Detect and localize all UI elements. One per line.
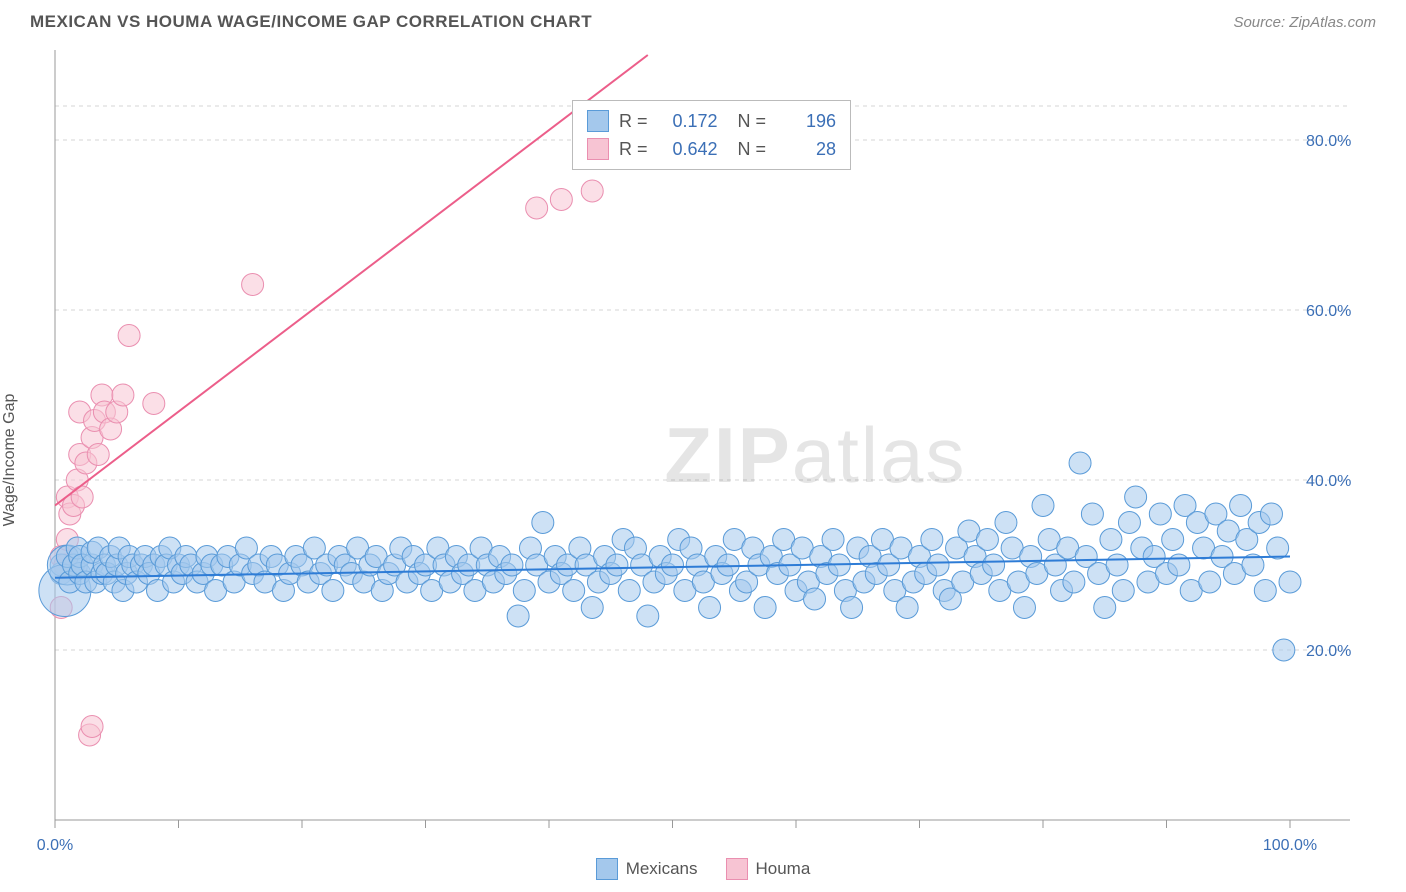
n-value-mexicans: 196 xyxy=(776,107,836,135)
svg-text:80.0%: 80.0% xyxy=(1306,133,1351,150)
correlation-box: R = 0.172 N = 196 R = 0.642 N = 28 xyxy=(572,100,851,170)
legend-swatch-pink-icon xyxy=(726,858,748,880)
legend-label-houma: Houma xyxy=(756,859,811,879)
legend-item-mexicans: Mexicans xyxy=(596,858,698,880)
n-value-houma: 28 xyxy=(776,135,836,163)
r-value-mexicans: 0.172 xyxy=(658,107,718,135)
chart-header: MEXICAN VS HOUMA WAGE/INCOME GAP CORRELA… xyxy=(0,0,1406,40)
y-axis-label: Wage/Income Gap xyxy=(1,394,19,527)
corr-row-mexicans: R = 0.172 N = 196 xyxy=(587,107,836,135)
swatch-blue-icon xyxy=(587,110,609,132)
svg-text:40.0%: 40.0% xyxy=(1306,473,1351,490)
chart-source: Source: ZipAtlas.com xyxy=(1233,14,1376,31)
svg-text:100.0%: 100.0% xyxy=(1263,837,1317,850)
r-value-houma: 0.642 xyxy=(658,135,718,163)
chart-title: MEXICAN VS HOUMA WAGE/INCOME GAP CORRELA… xyxy=(30,12,592,32)
chart-area: Wage/Income Gap 0.0% 100.0% 20.0% 40.0% 60.0… xyxy=(0,40,1406,880)
svg-text:0.0%: 0.0% xyxy=(37,837,73,850)
legend-label-mexicans: Mexicans xyxy=(626,859,698,879)
svg-text:20.0%: 20.0% xyxy=(1306,643,1351,660)
corr-row-houma: R = 0.642 N = 28 xyxy=(587,135,836,163)
chart-legend: Mexicans Houma xyxy=(0,858,1406,880)
legend-item-houma: Houma xyxy=(726,858,811,880)
swatch-pink-icon xyxy=(587,138,609,160)
svg-text:60.0%: 60.0% xyxy=(1306,303,1351,320)
legend-swatch-blue-icon xyxy=(596,858,618,880)
